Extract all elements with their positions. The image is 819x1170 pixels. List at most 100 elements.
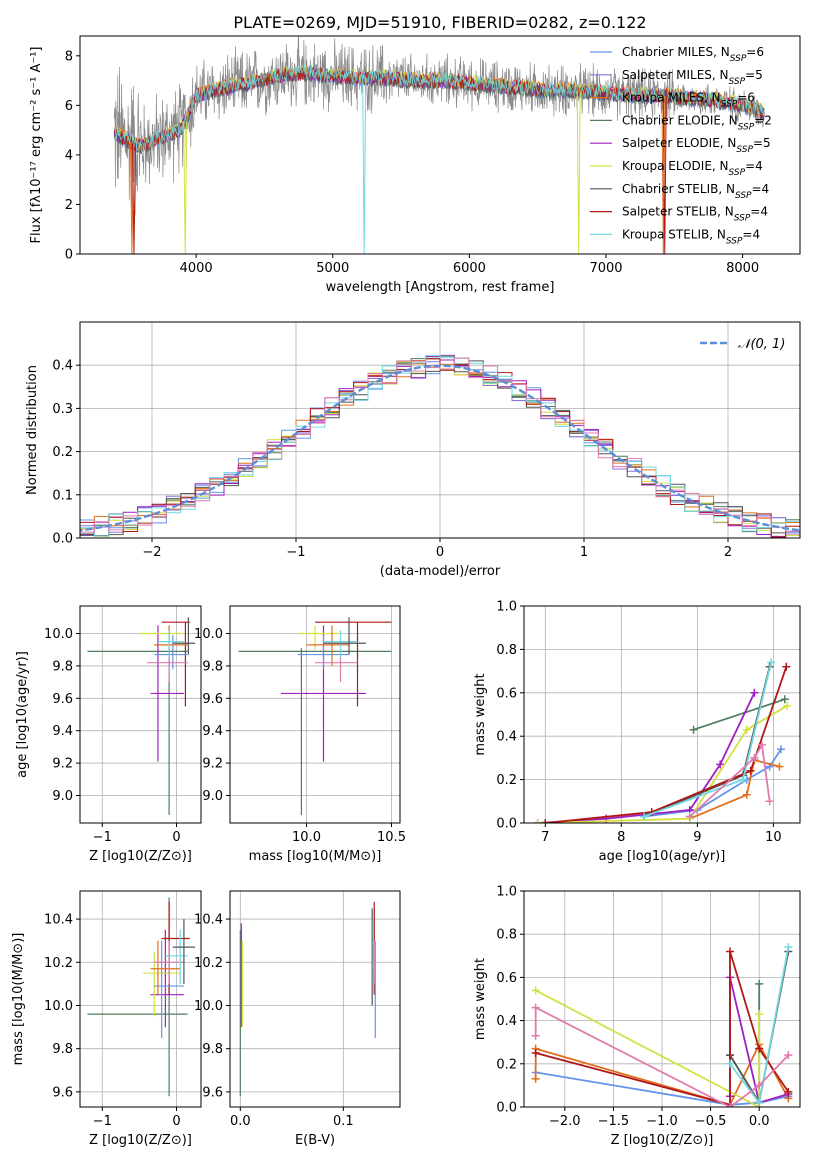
x-tick-label: 0 xyxy=(436,545,444,560)
mass-weight-vs-Z-panel: −2.0 −1.5 −1.0 −0.5 0.0 0.0 0.2 0.4 0.6 0.8 1.0 Z [… xyxy=(473,885,801,1148)
weight-marker xyxy=(726,1103,735,1107)
weight-marker xyxy=(689,725,698,734)
weight-line xyxy=(535,1071,789,1106)
weight-marker xyxy=(746,766,755,775)
mass-vs-Z-panel: −1 0 9.6 9.8 10.0 10.2 10.4 Z [log10(Z/Z⊙)] mass… xyxy=(11,890,202,1148)
x-tick-label: 8 xyxy=(617,830,625,845)
weight-marker xyxy=(640,812,649,821)
y-tick-label: 10.0 xyxy=(194,627,223,642)
weight-marker xyxy=(716,760,725,769)
spectrum-plot xyxy=(113,36,765,254)
legend-entry: Salpeter ELODIE, NSSP=5 xyxy=(622,136,771,155)
axes-frame xyxy=(79,890,202,1108)
y-tick-label: 9.0 xyxy=(52,789,73,804)
y-tick-label: 4 xyxy=(65,148,73,163)
weight-line xyxy=(537,705,788,823)
weight-marker xyxy=(767,658,776,667)
x-axis-label: mass [log10(M/M⊙)] xyxy=(249,849,382,864)
y-tick-label: 10.4 xyxy=(44,913,73,928)
y-axis-label: mass [log10(M/M⊙)] xyxy=(11,933,26,1066)
weight-marker xyxy=(784,943,793,952)
weight-marker xyxy=(755,1044,764,1053)
y-tick-label: 0.8 xyxy=(496,643,517,658)
weight-marker xyxy=(531,986,540,995)
legend-entry: Chabrier ELODIE, NSSP=2 xyxy=(622,113,772,132)
mass-vs-ebv-plot xyxy=(239,901,376,1097)
x-tick-label: 5000 xyxy=(316,261,349,276)
x-tick-label: 8000 xyxy=(726,261,759,276)
y-tick-label: 2 xyxy=(65,198,73,213)
y-tick-label: 10.2 xyxy=(44,956,73,971)
axes-frame xyxy=(523,605,801,824)
x-axis-label: Z [log10(Z/Z⊙)] xyxy=(89,1133,192,1148)
weight-marker xyxy=(755,1081,764,1090)
mass-weight-vs-Z-plot xyxy=(531,943,793,1107)
weight-marker xyxy=(726,1059,735,1068)
y-tick-label: 9.6 xyxy=(202,692,223,707)
mass-vs-Z-plot xyxy=(87,897,196,1097)
gaussian-curve xyxy=(80,364,800,532)
absorption-dip xyxy=(362,78,367,254)
x-tick-label: −1.5 xyxy=(598,1114,630,1129)
age-vs-Z-panel: −1 0 9.0 9.2 9.4 9.6 9.8 10.0 Z [log10(Z/Z⊙)] age… xyxy=(15,605,202,864)
y-tick-label: 9.0 xyxy=(202,789,223,804)
axes-frame xyxy=(229,890,401,1108)
weight-marker xyxy=(531,1003,540,1012)
x-tick-label: 7000 xyxy=(589,261,622,276)
histogram-step xyxy=(80,357,800,538)
y-tick-label: 1.0 xyxy=(496,885,517,900)
absorption-dip xyxy=(661,95,666,254)
model-line xyxy=(113,64,765,154)
age-vs-mass-panel: 10.0 10.5 9.0 9.2 9.4 9.6 9.8 10.0 mass [log10(M… xyxy=(194,605,406,864)
absorption-dip xyxy=(183,121,188,254)
y-tick-label: 10.0 xyxy=(44,627,73,642)
weight-marker xyxy=(784,1051,793,1060)
x-tick-label: 4000 xyxy=(180,261,213,276)
y-tick-label: 0.6 xyxy=(496,971,517,986)
x-tick-label: 0.1 xyxy=(333,1114,354,1129)
legend-entry: Kroupa STELIB, NSSP=4 xyxy=(622,227,760,246)
residuals-plot xyxy=(80,354,800,538)
age-vs-Z-plot xyxy=(87,617,196,815)
axes-frame xyxy=(229,605,401,824)
legend-entry: Chabrier STELIB, NSSP=4 xyxy=(622,182,769,201)
x-tick-label: −1 xyxy=(93,1114,112,1129)
x-axis-label: E(B-V) xyxy=(295,1133,335,1148)
weight-line xyxy=(643,662,772,818)
y-tick-label: 10.4 xyxy=(194,913,223,928)
y-tick-label: 9.6 xyxy=(202,1085,223,1100)
weight-line xyxy=(537,692,756,823)
y-tick-label: 0.4 xyxy=(496,730,517,745)
y-tick-label: 0.3 xyxy=(52,402,73,417)
mass-weight-vs-age-panel: 7 8 9 10 0.0 0.2 0.4 0.6 0.8 1.0 age [log10(age/yr… xyxy=(473,600,801,864)
figure-title: PLATE=0269, MJD=51910, FIBERID=0282, z=0… xyxy=(233,13,646,32)
y-tick-label: 0 xyxy=(65,248,73,263)
x-tick-label: 10 xyxy=(765,830,782,845)
weight-marker xyxy=(765,797,774,806)
x-axis-label: Z [log10(Z/Z⊙)] xyxy=(89,849,192,864)
weight-marker xyxy=(533,819,542,823)
weight-marker xyxy=(685,812,694,821)
weight-line xyxy=(689,742,771,818)
x-tick-label: 1 xyxy=(580,545,588,560)
axes-frame xyxy=(79,35,801,255)
weight-line xyxy=(545,666,788,823)
weight-marker xyxy=(742,725,751,734)
axes-frame xyxy=(79,605,202,824)
weight-marker xyxy=(784,1087,793,1096)
y-tick-label: 9.2 xyxy=(52,757,73,772)
x-tick-label: 10.0 xyxy=(292,830,321,845)
x-tick-label: −1 xyxy=(286,545,305,560)
x-tick-label: 0.0 xyxy=(230,1114,251,1129)
y-axis-label: Normed distribution xyxy=(25,365,40,495)
y-tick-label: 0.4 xyxy=(52,359,73,374)
x-tick-label: 0 xyxy=(172,1114,180,1129)
y-tick-label: 0.2 xyxy=(496,773,517,788)
weight-marker xyxy=(726,947,735,956)
y-axis-label: mass weight xyxy=(473,958,488,1040)
absorption-dip xyxy=(576,90,581,254)
age-vs-mass-plot xyxy=(238,617,392,815)
y-tick-label: 0.4 xyxy=(496,1014,517,1029)
x-tick-label: 2 xyxy=(724,545,732,560)
y-tick-label: 0.6 xyxy=(496,686,517,701)
